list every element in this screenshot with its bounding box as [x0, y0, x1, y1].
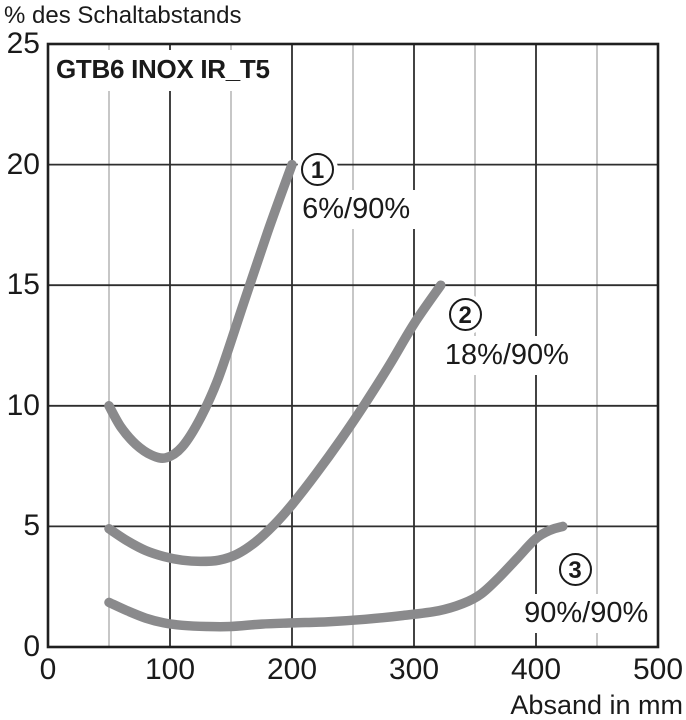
curve-1	[104, 159, 297, 463]
y-tick-label: 20	[6, 147, 40, 181]
y-tick-label: 0	[23, 630, 40, 663]
y-tick-label: 15	[6, 268, 40, 302]
plot-frame	[46, 42, 660, 649]
curve-2-label: 18%/90%	[440, 338, 573, 374]
y-axis-title: % des Schaltabstands	[4, 2, 242, 29]
circled-number-1-icon: 1	[301, 152, 335, 186]
y-tick-label: 25	[6, 27, 40, 60]
x-tick-label: 100	[144, 653, 196, 686]
chart-title: GTB6 INOX IR_T5	[52, 50, 280, 91]
x-tick-label: 200	[266, 653, 318, 686]
curve-3	[104, 521, 568, 632]
curve-1-label: 6%/90%	[298, 192, 415, 228]
x-axis-title: Absand in mm	[510, 690, 683, 720]
curve-3-label: 90%/90%	[520, 596, 653, 632]
x-tick-label: 500	[632, 653, 684, 686]
circled-number-2-icon: 2	[448, 297, 482, 331]
y-tick-label: 5	[23, 509, 40, 543]
curve-2	[104, 280, 446, 567]
circled-number-3-icon: 3	[558, 553, 592, 587]
x-tick-label: 0	[39, 653, 57, 686]
x-tick-label: 300	[388, 653, 440, 686]
x-tick-label: 400	[510, 653, 562, 686]
y-tick-label: 10	[6, 388, 40, 422]
